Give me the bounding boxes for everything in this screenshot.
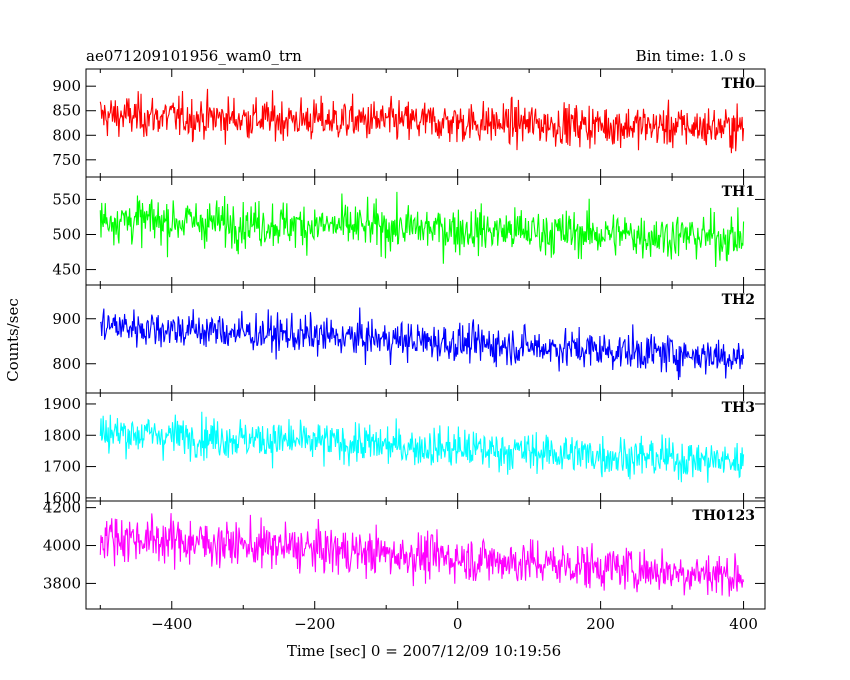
panel-label-th2: TH2 [722, 292, 755, 308]
y-tick-label: 850 [52, 102, 81, 120]
y-tick-label: 900 [52, 310, 81, 328]
x-axis-label: Time [sec] 0 = 2007/12/09 10:19:56 [287, 642, 561, 660]
y-tick-label: 800 [52, 126, 81, 144]
panel-th0: 750 800 850 900 TH0 [52, 68, 766, 178]
x-tick-label: 200 [586, 615, 615, 633]
y-tick-label: 1700 [43, 458, 81, 476]
panels-group: 750 800 850 900 TH0 450 500 550 TH1 800 900 TH2 1600… [43, 68, 766, 633]
y-tick-label: 4200 [43, 499, 81, 517]
panel-frame [85, 500, 766, 610]
series-line-th3 [99, 411, 745, 483]
panel-th3: 1600 1700 1800 1900 TH3 [43, 392, 766, 507]
y-tick-label: 4000 [43, 537, 81, 555]
panel-label-th0: TH0 [722, 76, 756, 92]
y-tick-label: 550 [52, 190, 81, 208]
y-tick-label: 1800 [43, 426, 81, 444]
panel-label-th3: TH3 [722, 400, 755, 416]
y-tick-label: 900 [52, 77, 81, 95]
x-tick-label: −200 [294, 615, 335, 633]
series-line-th0 [99, 88, 745, 154]
panel-th0123: 3800 4000 4200 TH0123 [43, 499, 766, 610]
x-tick-label: 400 [729, 615, 758, 633]
x-tick-label: 0 [453, 615, 463, 633]
y-tick-label: 800 [52, 355, 81, 373]
panel-label-th0123: TH0123 [692, 508, 755, 524]
y-tick-label: 500 [52, 226, 81, 244]
y-tick-label: 3800 [43, 574, 81, 592]
series-line-th1 [99, 191, 745, 268]
series-line-th0123 [99, 513, 745, 597]
panel-th1: 450 500 550 TH1 [52, 176, 766, 286]
y-tick-label: 1600 [43, 489, 81, 507]
series-line-th2 [99, 307, 745, 381]
y-tick-label: 750 [52, 151, 81, 169]
bin-time-label: Bin time: 1.0 s [636, 47, 746, 65]
y-tick-label: 450 [52, 261, 81, 279]
panel-th2: 800 900 TH2 [52, 284, 766, 394]
x-tick-label: −400 [151, 615, 192, 633]
y-tick-label: 1900 [43, 395, 81, 413]
panel-label-th1: TH1 [722, 184, 755, 200]
y-axis-label: Counts/sec [4, 298, 22, 382]
chart-title: ae071209101956_wam0_trn [86, 47, 302, 65]
